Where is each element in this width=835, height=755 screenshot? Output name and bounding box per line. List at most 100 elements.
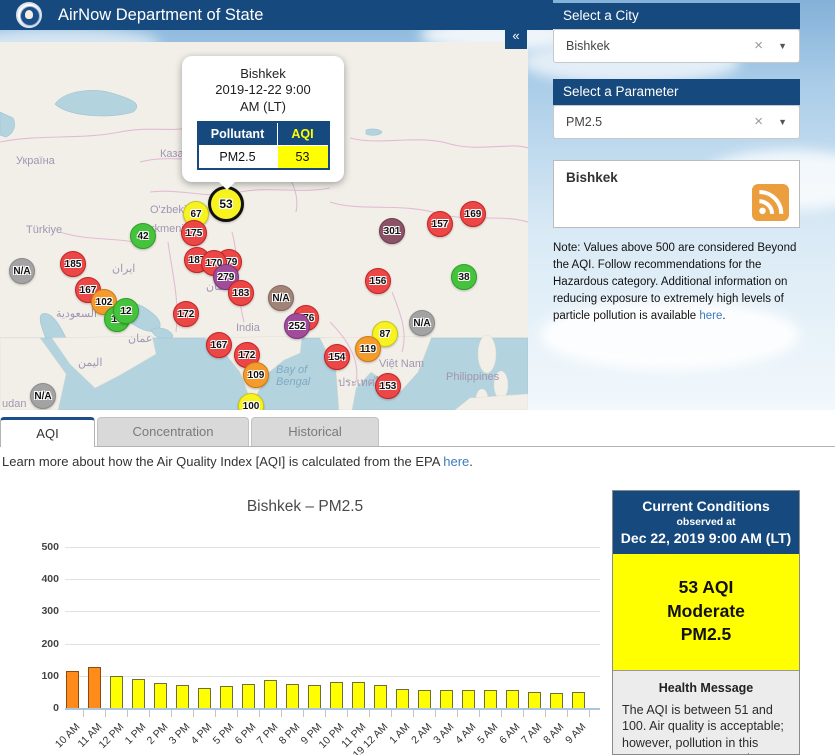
aqi-marker-n-a[interactable]: N/A: [9, 258, 35, 284]
aqi-marker-53[interactable]: 53: [208, 186, 244, 222]
chart-bar-3-am[interactable]: [440, 690, 453, 708]
marker-value: 157: [431, 218, 449, 230]
aqi-marker-109[interactable]: 109: [243, 362, 269, 388]
chart-title: Bishkek – PM2.5: [246, 498, 364, 515]
chart-bar-10-am[interactable]: [66, 671, 79, 708]
city-select[interactable]: Bishkek × ▼: [553, 29, 800, 63]
chart-bar-4-am[interactable]: [462, 690, 475, 708]
air-quality-map[interactable]: Україна Каза Türkiye O'zbekiston Türkmenista…: [0, 42, 528, 410]
chart-bar-8-am[interactable]: [550, 693, 563, 708]
aqi-marker-12[interactable]: 12: [113, 298, 139, 324]
aqi-marker-185[interactable]: 185: [60, 251, 86, 277]
chart-bar-9-pm[interactable]: [308, 685, 321, 708]
aqi-marker-175[interactable]: 175: [181, 220, 207, 246]
chart-bar-4-pm[interactable]: [198, 688, 211, 708]
chart-bar-7-am[interactable]: [528, 692, 541, 708]
select-parameter-header: Select a Parameter: [553, 79, 800, 105]
aqi-marker-157[interactable]: 157: [427, 211, 453, 237]
city-caret-down-icon[interactable]: ▼: [778, 41, 787, 51]
chart-bar-2-am[interactable]: [418, 690, 431, 708]
aqi-marker-n-a[interactable]: N/A: [30, 383, 56, 409]
x-axis-tick: [567, 710, 568, 717]
chart-bar-11-am[interactable]: [88, 667, 101, 708]
seal-eagle: [25, 10, 33, 19]
aqi-marker-38[interactable]: 38: [451, 264, 477, 290]
marker-value: 167: [210, 339, 228, 351]
chart-bar-3-pm[interactable]: [176, 685, 189, 708]
x-axis-tick: [391, 710, 392, 717]
chart-bar-8-pm[interactable]: [286, 684, 299, 708]
chart-bar-19-12-am[interactable]: [374, 685, 387, 708]
map-label-السعودية: السعودية: [56, 308, 98, 320]
map-label-اليمن: اليمن: [78, 357, 103, 369]
chart-bar-11-pm[interactable]: [352, 682, 365, 708]
note-suffix: .: [722, 310, 726, 323]
x-axis-tick: [347, 710, 348, 717]
x-axis-tick: [501, 710, 502, 717]
marker-value: N/A: [34, 390, 52, 402]
note-here-link[interactable]: here: [699, 310, 723, 323]
marker-value: 172: [238, 349, 256, 361]
learn-more-text: Learn more about how the Air Quality Ind…: [2, 454, 444, 469]
aqi-marker-87[interactable]: 87: [372, 321, 398, 347]
aqi-marker-156[interactable]: 156: [365, 268, 391, 294]
learn-more-here-link[interactable]: here: [443, 454, 470, 469]
department-of-state-seal-logo: [16, 2, 42, 28]
city-clear-icon[interactable]: ×: [754, 37, 763, 54]
rss-icon[interactable]: [752, 184, 789, 221]
popup-pollutant-value: PM2.5: [197, 144, 278, 170]
chart-bar-1-pm[interactable]: [132, 679, 145, 708]
city-select-value: Bishkek: [566, 39, 610, 53]
y-tick-label-500: 500: [41, 541, 59, 553]
chart-bar-2-pm[interactable]: [154, 683, 167, 708]
aqi-marker-100[interactable]: 100: [238, 393, 264, 410]
parameter-caret-down-icon[interactable]: ▼: [778, 117, 787, 127]
marker-value: 42: [137, 230, 149, 242]
cc-aqi-block: 53 AQI Moderate PM2.5: [613, 554, 799, 671]
x-axis-tick: [193, 710, 194, 717]
aqi-marker-252[interactable]: 252: [284, 313, 310, 339]
chart-bar-10-pm[interactable]: [330, 682, 343, 708]
chart-bar-6-pm[interactable]: [242, 684, 255, 708]
aqi-marker-154[interactable]: 154: [324, 344, 350, 370]
parameter-clear-icon[interactable]: ×: [754, 113, 763, 130]
map-label-عمان: عمان: [128, 333, 153, 345]
tab-concentration[interactable]: Concentration: [97, 417, 249, 446]
chart-bar-5-am[interactable]: [484, 690, 497, 708]
marker-value: 170: [205, 257, 223, 269]
aqi-marker-172[interactable]: 172: [173, 301, 199, 327]
aqi-marker-279[interactable]: 279: [213, 264, 239, 290]
marker-value: N/A: [413, 317, 431, 329]
app-header: AirNow Department of State: [0, 0, 553, 30]
chart-bar-9-am[interactable]: [572, 692, 585, 708]
marker-value: 179: [220, 256, 238, 268]
marker-value: 187: [188, 254, 206, 266]
chart-bar-5-pm[interactable]: [220, 686, 233, 708]
x-axis-tick: [435, 710, 436, 717]
sidebar-collapse-button[interactable]: «: [505, 25, 527, 49]
aqi-marker-183[interactable]: 183: [228, 280, 254, 306]
map-label-udan: udan: [2, 398, 27, 410]
x-axis-tick: [589, 710, 590, 717]
map-label-türkiye: Türkiye: [26, 224, 63, 236]
aqi-marker-n-a[interactable]: N/A: [268, 285, 294, 311]
parameter-select[interactable]: PM2.5 × ▼: [553, 105, 800, 139]
tab-aqi[interactable]: AQI: [0, 417, 95, 447]
tab-historical[interactable]: Historical: [251, 417, 379, 446]
chart-bar-7-pm[interactable]: [264, 680, 277, 708]
aqi-marker-301[interactable]: 301: [379, 218, 405, 244]
popup-datetime: 2019-12-22 9:00: [215, 82, 311, 98]
chart-bar-6-am[interactable]: [506, 690, 519, 708]
aqi-marker-167[interactable]: 167: [206, 332, 232, 358]
marker-value: 175: [185, 227, 203, 239]
y-tick-label-400: 400: [41, 573, 59, 585]
chart-bar-1-am[interactable]: [396, 689, 409, 708]
aqi-marker-n-a[interactable]: N/A: [409, 310, 435, 336]
chart-bar-12-pm[interactable]: [110, 676, 123, 708]
aqi-marker-153[interactable]: 153: [375, 373, 401, 399]
aqi-marker-169[interactable]: 169: [460, 201, 486, 227]
aqi-marker-42[interactable]: 42: [130, 223, 156, 249]
cc-datetime: Dec 22, 2019 9:00 AM (LT): [620, 530, 792, 546]
x-axis-tick: [149, 710, 150, 717]
aqi-marker-119[interactable]: 119: [355, 336, 381, 362]
